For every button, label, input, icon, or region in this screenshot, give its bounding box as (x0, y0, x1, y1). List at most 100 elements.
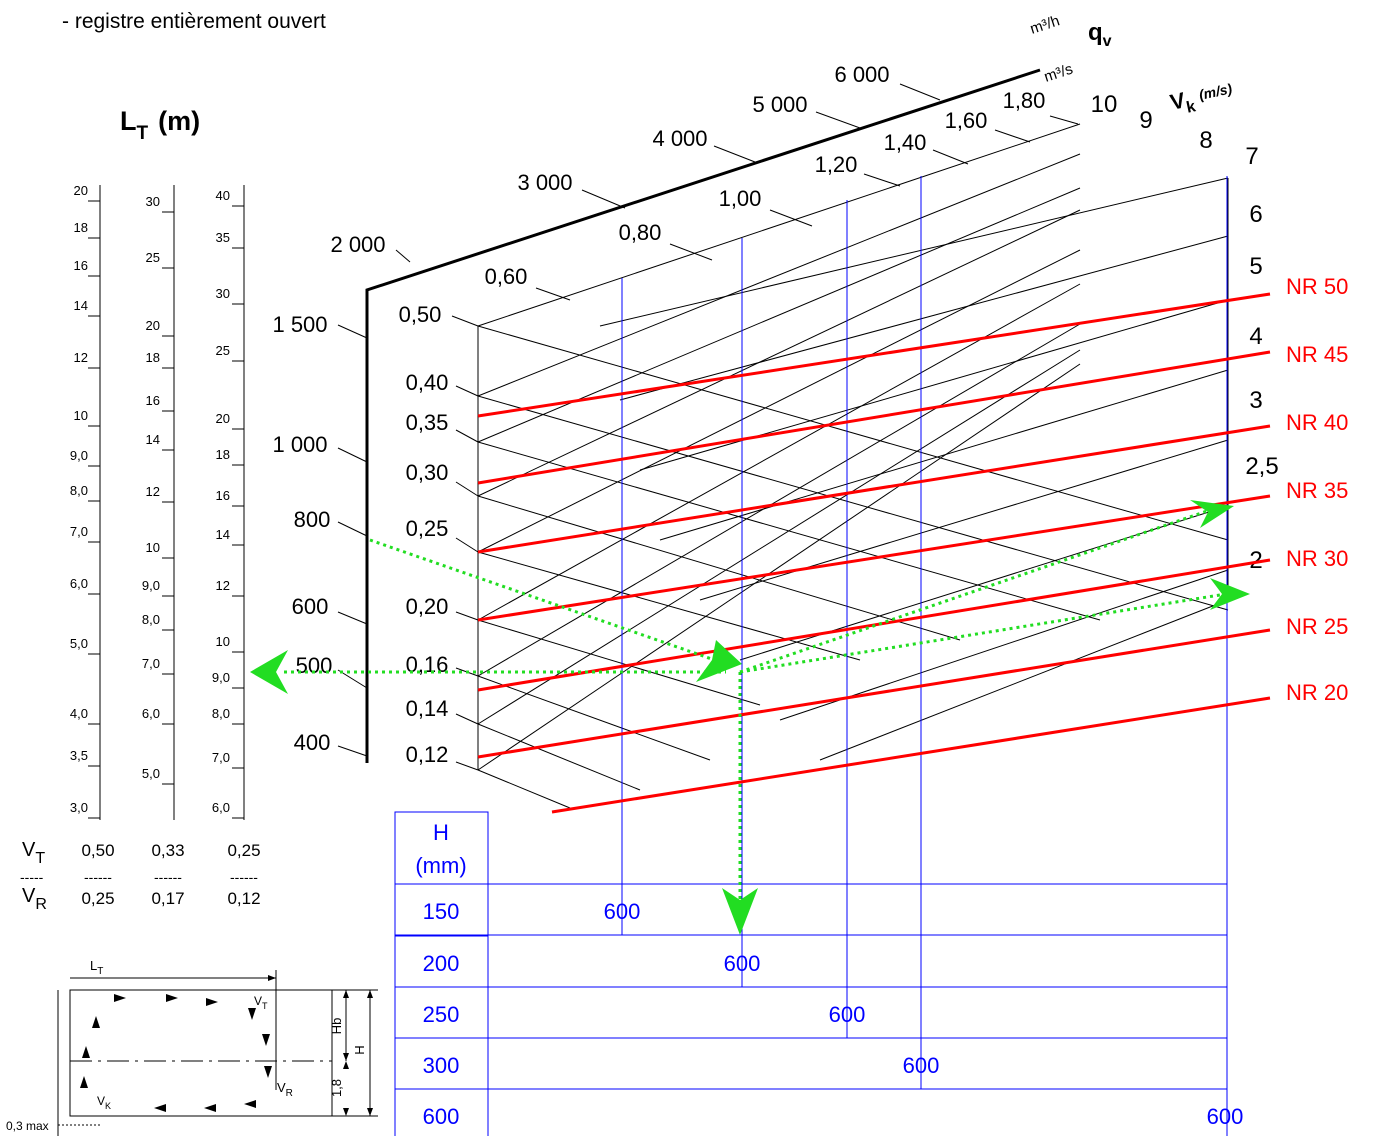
vk-tick-label: 8 (1199, 127, 1212, 154)
lt-tick-label: 12 (74, 350, 88, 365)
velocity-grid-line (477, 325, 1229, 541)
vk-tick-label: 10 (1091, 91, 1118, 118)
m3s-leader (1049, 115, 1079, 125)
lt-tick-label: 14 (74, 298, 88, 313)
lt-tick-label: 10 (216, 634, 230, 649)
vk-tick-label: 2 (1249, 547, 1262, 574)
lt-tick-label: 3,5 (70, 748, 88, 763)
m3h-ticks: 6 000 5 000 4 000 3 000 2 000 1 500 1 000 800 60… (272, 62, 941, 757)
diagonal-grid-line (739, 505, 1229, 661)
m3s-tick-label: 0,30 (406, 460, 449, 485)
nr-line (551, 696, 1271, 814)
m3s-tick-label: 0,80 (619, 220, 662, 245)
ratio-vr-label: VR (22, 885, 47, 913)
h-row-length: 600 (829, 1002, 866, 1027)
lt-tick-label: 25 (146, 250, 160, 265)
diagonal-grid-line (819, 599, 1229, 761)
ratio-values: 0,50 ------ 0,25 0,33 ------ 0,17 0,25 ------ 0,… (81, 841, 260, 908)
m3h-tick-label: 600 (292, 594, 329, 619)
nr-label: NR 35 (1286, 478, 1348, 503)
qv-unit-m3s: m³/s (1042, 61, 1075, 86)
lt-tick-label: 40 (216, 188, 230, 203)
lt-tick-label: 14 (146, 432, 160, 447)
airflow-arrow (92, 1016, 100, 1028)
h-row-length: 600 (903, 1053, 940, 1078)
lt-tick-label: 20 (216, 411, 230, 426)
m3h-leader (337, 521, 368, 537)
ratio-dash: ------ (230, 869, 258, 885)
nr-line (477, 424, 1271, 554)
h-label: H (352, 1045, 367, 1054)
lt-tick-label: 5,0 (142, 766, 160, 781)
qv-axis: 6 000 5 000 4 000 3 000 2 000 1 500 1 000 800 60… (272, 12, 1112, 771)
ratio-dash: ------ (84, 869, 112, 885)
lt-tick-label: 18 (146, 350, 160, 365)
lt-tick-label: 18 (74, 220, 88, 235)
airflow-arrow (80, 1076, 88, 1088)
m3s-leader (455, 537, 479, 553)
m3h-tick-label: 2 000 (330, 232, 385, 257)
sketch-vt-label: VT (254, 994, 268, 1011)
m3s-leader (669, 243, 713, 261)
hb-arrow-top (343, 990, 349, 998)
h-table-header-top: H (433, 820, 449, 845)
ratio-top: 0,50 (81, 841, 114, 860)
lt-tick-label: 10 (74, 408, 88, 423)
path-segment (739, 592, 1227, 674)
ratio-top: 0,25 (227, 841, 260, 860)
vk-tick-label: 4 (1249, 323, 1262, 350)
h-row-length: 600 (1207, 1104, 1244, 1129)
h-row-cell (394, 1088, 489, 1136)
damper-note: - registre entièrement ouvert (62, 10, 326, 33)
m3s-tick-label: 1,80 (1003, 88, 1046, 113)
m3s-tick-label: 1,40 (884, 130, 927, 155)
flow-grid-line (477, 363, 1081, 771)
sketch-vr-label: VR (277, 1080, 293, 1099)
vk-ticks: 10 9 8 7 6 5 4 3 2,5 2 (1091, 91, 1279, 574)
lt-tick-label: 8,0 (212, 706, 230, 721)
lt-scale-ticks: 20 18 16 14 12 10 9,0 8,0 7,0 6,0 5,0 4,0 3,5 3,0 30 25… (70, 183, 244, 819)
m3h-leader (337, 447, 368, 463)
lt-tick-label: 9,0 (212, 670, 230, 685)
qv-symbol: qv (1088, 19, 1112, 50)
lt-tick-label: 16 (74, 258, 88, 273)
airflow-arrow (82, 1046, 90, 1058)
lt-tick-label: 20 (74, 183, 88, 198)
h-verticals (621, 176, 1228, 1136)
airflow-arrow (114, 994, 126, 1002)
example-path (250, 500, 1250, 935)
room-sketch: LT VT VR VK Hb H 1,8 0,3 max (6, 958, 378, 1136)
m3s-leader (863, 173, 901, 187)
diagonal-grid-line (639, 299, 1229, 471)
nr-lines: NR 50 NR 45 NR 40 NR 35 NR 30 NR 25 NR 20 (477, 274, 1348, 814)
lt-tick-label: 18 (216, 447, 230, 462)
m3h-leader (395, 249, 411, 263)
velocity-grid-line (477, 619, 761, 706)
vk-tick-label: 2,5 (1245, 453, 1278, 480)
lt-tick-label: 3,0 (70, 800, 88, 815)
h-table: H (mm) 150 600 200 600 250 600 300 600 600 600 (394, 811, 1244, 1136)
m3s-leader (455, 761, 479, 771)
lt-title: LT (m) (120, 106, 200, 144)
velocity-grid-line (477, 441, 1101, 621)
flow-grid-line (477, 249, 1081, 553)
airflow-arrow (248, 1008, 256, 1020)
d18-arrow-top (343, 1061, 349, 1069)
m3s-leader (455, 429, 479, 443)
diagonal-grid-line (619, 235, 1229, 401)
diagonal-grid-line (779, 569, 1229, 721)
lt-tick-label: 10 (146, 540, 160, 555)
airflow-arrow (264, 1066, 272, 1078)
airflow-arrow (204, 1104, 216, 1112)
m3s-tick-label: 0,20 (406, 594, 449, 619)
velocity-grid-line (477, 675, 711, 761)
path-arrowhead (250, 650, 288, 694)
m3h-tick-label: 1 500 (272, 312, 327, 337)
m3s-leader (535, 287, 571, 301)
ratio-bottom: 0,25 (81, 889, 114, 908)
lt-tick-label: 7,0 (70, 524, 88, 539)
d18-arrow-bottom (343, 1108, 349, 1116)
lt-tick-label: 6,0 (212, 800, 230, 815)
nr-label: NR 30 (1286, 546, 1348, 571)
flow-grid-line (477, 283, 1081, 621)
